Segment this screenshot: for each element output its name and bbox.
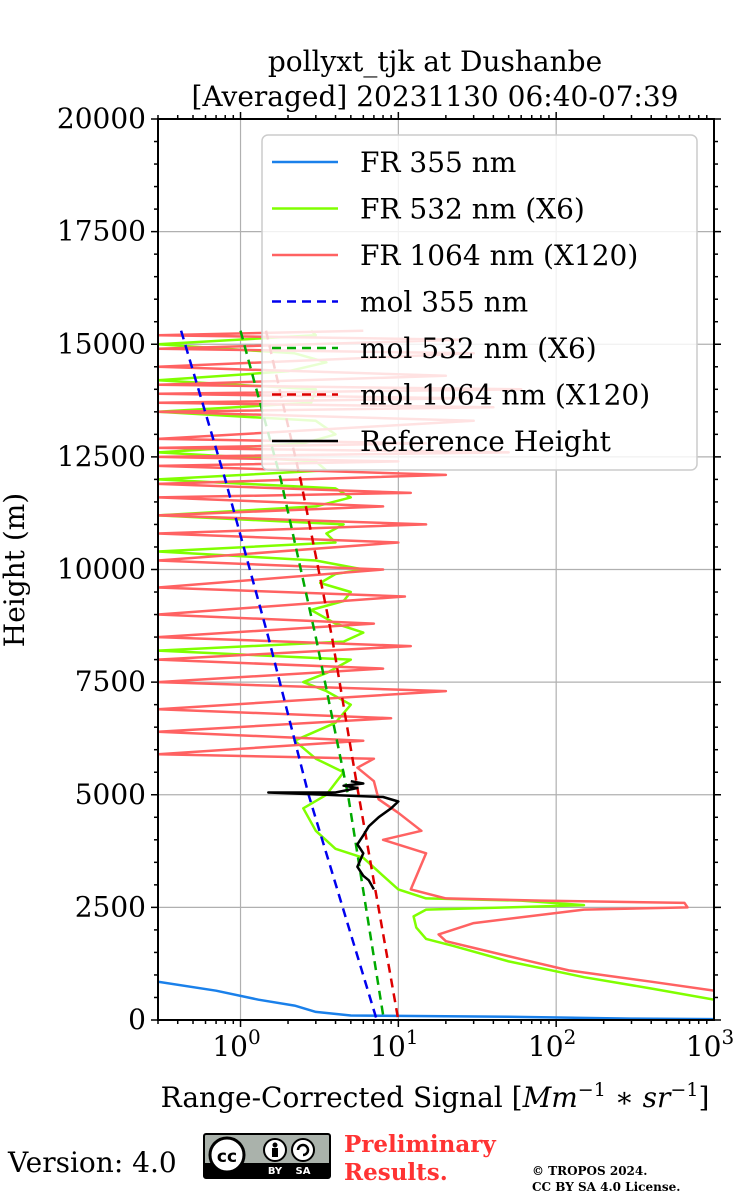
cc-license-badge: cc BY SA (203, 1133, 331, 1179)
y-tick-label: 2500 (75, 890, 146, 923)
legend-label: mol 532 nm (X6) (360, 332, 597, 365)
tick-labels: 0 2500 5000 7500 10000 12500 15000 17500 20000 10… (57, 102, 734, 1063)
copyright-line1: © TROPOS 2024. (532, 1164, 648, 1178)
y-tick-label: 17500 (57, 215, 146, 248)
y-tick-label: 10000 (57, 553, 146, 586)
y-tick-label: 20000 (57, 102, 146, 135)
x-axis-label: Range-Corrected Signal [Mm−1 ∗ sr−1] (161, 1079, 710, 1114)
axis-ticks (151, 112, 721, 1027)
legend-label: FR 532 nm (X6) (360, 193, 585, 226)
x-tick-label: 103 (686, 1025, 734, 1063)
svg-text:cc: cc (217, 1147, 237, 1167)
preliminary-line1: Preliminary (344, 1131, 496, 1158)
x-tick-label: 101 (370, 1025, 418, 1063)
profile-chart: pollyxt_tjk at Dushanbe [Averaged] 20231… (0, 45, 734, 1114)
legend-label: FR 1064 nm (X120) (360, 239, 638, 272)
copyright-line2: CC BY SA 4.0 License. (532, 1180, 681, 1194)
series-line-0 (158, 980, 714, 1020)
y-axis-label: Height (m) (0, 493, 31, 647)
preliminary-line2: Results. (344, 1159, 448, 1186)
x-tick-label: 100 (212, 1025, 260, 1063)
x-tick-label: 102 (528, 1025, 576, 1063)
legend-box (261, 134, 698, 471)
y-tick-label: 15000 (57, 327, 146, 360)
version-label: Version: 4.0 (8, 1146, 177, 1179)
series-line-4 (239, 330, 386, 1020)
chart-title: pollyxt_tjk at Dushanbe (268, 45, 602, 78)
legend: FR 355 nm FR 532 nm (X6) FR 1064 nm (X120)… (261, 134, 698, 471)
y-tick-label: 7500 (75, 665, 146, 698)
svg-text:SA: SA (296, 1166, 311, 1177)
legend-label: mol 355 nm (360, 286, 528, 319)
series-line-3 (179, 330, 378, 1020)
y-tick-label: 12500 (57, 440, 146, 473)
y-tick-label: 5000 (75, 778, 146, 811)
x-axis-label-main: Range-Corrected Signal (161, 1081, 512, 1114)
preliminary-notice: Preliminary Results. (344, 1131, 496, 1187)
copyright-notice: © TROPOS 2024. CC BY SA 4.0 License. (532, 1163, 680, 1195)
legend-label: mol 1064 nm (X120) (360, 379, 650, 412)
legend-label: FR 355 nm (360, 146, 516, 179)
series-line-6 (267, 779, 400, 891)
legend-label: Reference Height (360, 425, 612, 458)
y-tick-label: 0 (128, 1003, 146, 1036)
svg-text:BY: BY (268, 1166, 283, 1177)
cc-by-sa-icon: cc BY SA (205, 1136, 329, 1177)
chart-subtitle: [Averaged] 20231130 06:40-07:39 (192, 80, 679, 113)
